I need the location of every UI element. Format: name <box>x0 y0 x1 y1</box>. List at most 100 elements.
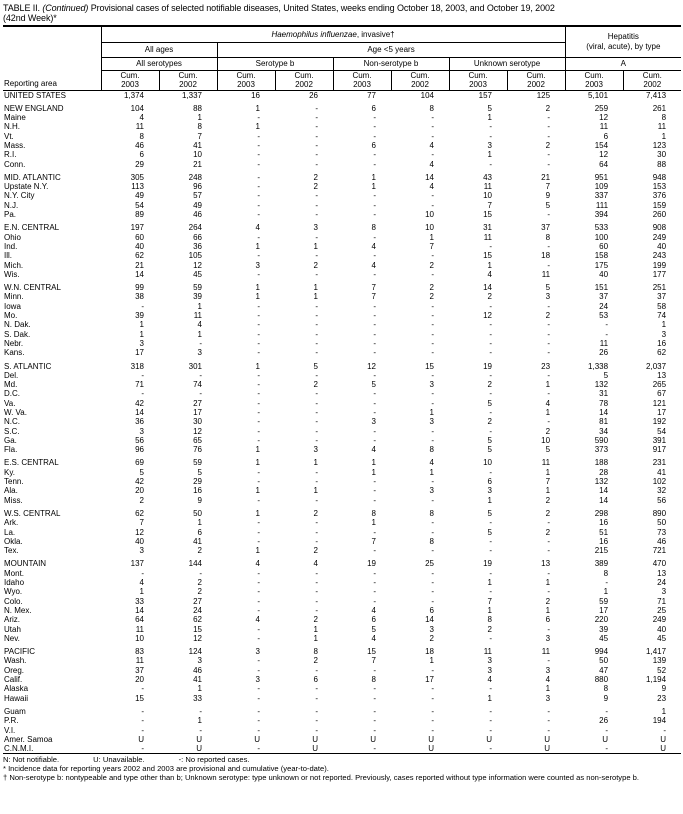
value-cell: 39 <box>193 292 202 302</box>
table-row: Oreg. 37 46 - - - - 3 3 47 52 <box>3 666 681 675</box>
value-cell: - <box>257 380 260 390</box>
value-cell: 2 <box>545 596 551 606</box>
value-cell: - <box>373 232 376 242</box>
value-cell: 1 <box>487 693 492 703</box>
value-cell: 12 <box>599 150 609 160</box>
value-cell: 40 <box>135 536 144 546</box>
table-row: Va. 42 27 - - - - 5 4 78 121 <box>3 399 681 408</box>
value-cell: 1 <box>255 241 260 251</box>
value-cell: 2 <box>197 546 202 556</box>
value-cell: - <box>547 113 551 123</box>
value-cell: 76 <box>193 445 202 455</box>
value-cell: - <box>489 725 492 735</box>
value-cell: 14 <box>135 605 144 615</box>
value-cell: 40 <box>599 269 609 279</box>
value-cell: - <box>431 269 434 279</box>
value-cell: 3 <box>429 380 434 390</box>
value-cell: 96 <box>135 445 144 455</box>
value-cell: U <box>602 734 609 744</box>
value-cell: - <box>489 241 492 251</box>
value-cell: - <box>431 150 434 160</box>
value-cell: 1 <box>545 486 551 496</box>
value-cell: 54 <box>657 426 667 436</box>
table-row: Ga. 56 65 - - - - 5 10 590 391 <box>3 436 681 445</box>
table-row: Guam - - - - - - - - - 1 <box>3 707 681 716</box>
value-cell: 1 <box>371 172 376 182</box>
col-header-all-serotypes: All serotypes <box>101 57 218 71</box>
value-cell: - <box>431 693 434 703</box>
table-row: D.C. - - - - - - - - 31 67 <box>3 389 681 398</box>
page-title: TABLE II. (Continued) Provisional cases … <box>3 3 681 23</box>
value-cell: - <box>431 131 434 141</box>
value-cell: 259 <box>594 103 609 113</box>
value-cell: - <box>489 131 492 141</box>
value-cell: - <box>431 725 434 735</box>
value-cell: - <box>605 320 609 330</box>
value-cell: - <box>257 269 260 279</box>
reporting-area-cell: R.I. <box>4 150 17 160</box>
table-row: R.I. 6 10 - - - - 1 - 12 30 <box>3 150 681 159</box>
table-row: Mass. 46 41 - - 6 4 3 2 154 123 <box>3 141 681 150</box>
value-cell: 1 <box>487 578 492 588</box>
legend-no-cases: -: No reported cases. <box>178 755 250 765</box>
value-cell: 5,101 <box>588 90 609 100</box>
value-cell: 5 <box>545 283 551 293</box>
reporting-area-cell: Mass. <box>4 140 26 150</box>
value-cell: - <box>141 370 144 380</box>
value-cell: 88 <box>193 103 202 113</box>
value-cell: - <box>373 596 376 606</box>
reporting-area-cell: E.S. CENTRAL <box>4 458 59 468</box>
value-cell: 2 <box>487 624 492 634</box>
value-cell: - <box>315 693 318 703</box>
reporting-area-cell: Ohio <box>4 232 21 242</box>
value-cell: 7 <box>487 200 492 210</box>
col-header-cum-2003: Cum. 2003 <box>333 70 392 91</box>
value-cell: 51 <box>599 527 609 537</box>
value-cell: 14 <box>135 408 144 417</box>
value-cell: 19 <box>483 559 492 569</box>
value-cell: 6 <box>139 150 144 160</box>
value-cell: 6 <box>487 477 492 487</box>
value-cell: 56 <box>657 495 667 505</box>
reporting-area-cell: S. ATLANTIC <box>4 361 52 371</box>
table-body: UNITED STATES 1,374 1,337 16 26 77 104 157 125 5,… <box>3 90 681 754</box>
value-cell: - <box>257 684 260 694</box>
value-cell: 2,037 <box>646 361 667 371</box>
value-cell: 42 <box>135 398 144 408</box>
table-row: Wyo. 1 2 - - - - - - 1 3 <box>3 587 681 596</box>
table-row: MID. ATLANTIC 305 248-2 1 14 43 21 951 948 <box>3 173 681 182</box>
value-cell: - <box>373 716 376 726</box>
col-header-cum-2002: Cum. 2002 <box>507 70 566 91</box>
value-cell: 5 <box>371 624 376 634</box>
value-cell: 14 <box>135 269 144 279</box>
reporting-area-cell: Utah <box>4 624 21 634</box>
value-cell: 40 <box>657 241 667 251</box>
value-cell: 77 <box>367 90 376 100</box>
value-cell: - <box>315 159 318 169</box>
col-header-age-lt5: Age <5 years <box>217 42 566 58</box>
table-row: Miss. 2 9 - - - - 1 2 14 56 <box>3 496 681 505</box>
table-row: Pa. 89 46 - - - 10 15 - 394 260 <box>3 210 681 219</box>
value-cell: - <box>605 329 609 339</box>
value-cell: 4 <box>371 241 376 251</box>
value-cell: 14 <box>599 486 609 496</box>
value-cell: 2 <box>487 417 492 427</box>
value-cell: 18 <box>425 647 434 657</box>
reporting-area-cell: Fla. <box>4 445 18 455</box>
value-cell: 1 <box>371 518 376 528</box>
value-cell: - <box>257 232 260 242</box>
table-row: UNITED STATES 1,374 1,337 16 26 77 104 157 125 5,… <box>3 90 681 100</box>
value-cell: 56 <box>135 435 144 445</box>
value-cell: 175 <box>594 260 609 270</box>
value-cell: 1 <box>371 467 376 477</box>
value-cell: 994 <box>594 647 609 657</box>
value-cell: - <box>547 122 551 132</box>
value-cell: 50 <box>193 508 202 518</box>
value-cell: 2 <box>545 508 551 518</box>
value-cell: U <box>138 734 144 744</box>
reporting-area-cell: Colo. <box>4 596 23 606</box>
value-cell: 4 <box>487 269 492 279</box>
value-cell: 10 <box>483 458 492 468</box>
value-cell: - <box>489 568 492 578</box>
value-cell: 3 <box>487 665 492 675</box>
